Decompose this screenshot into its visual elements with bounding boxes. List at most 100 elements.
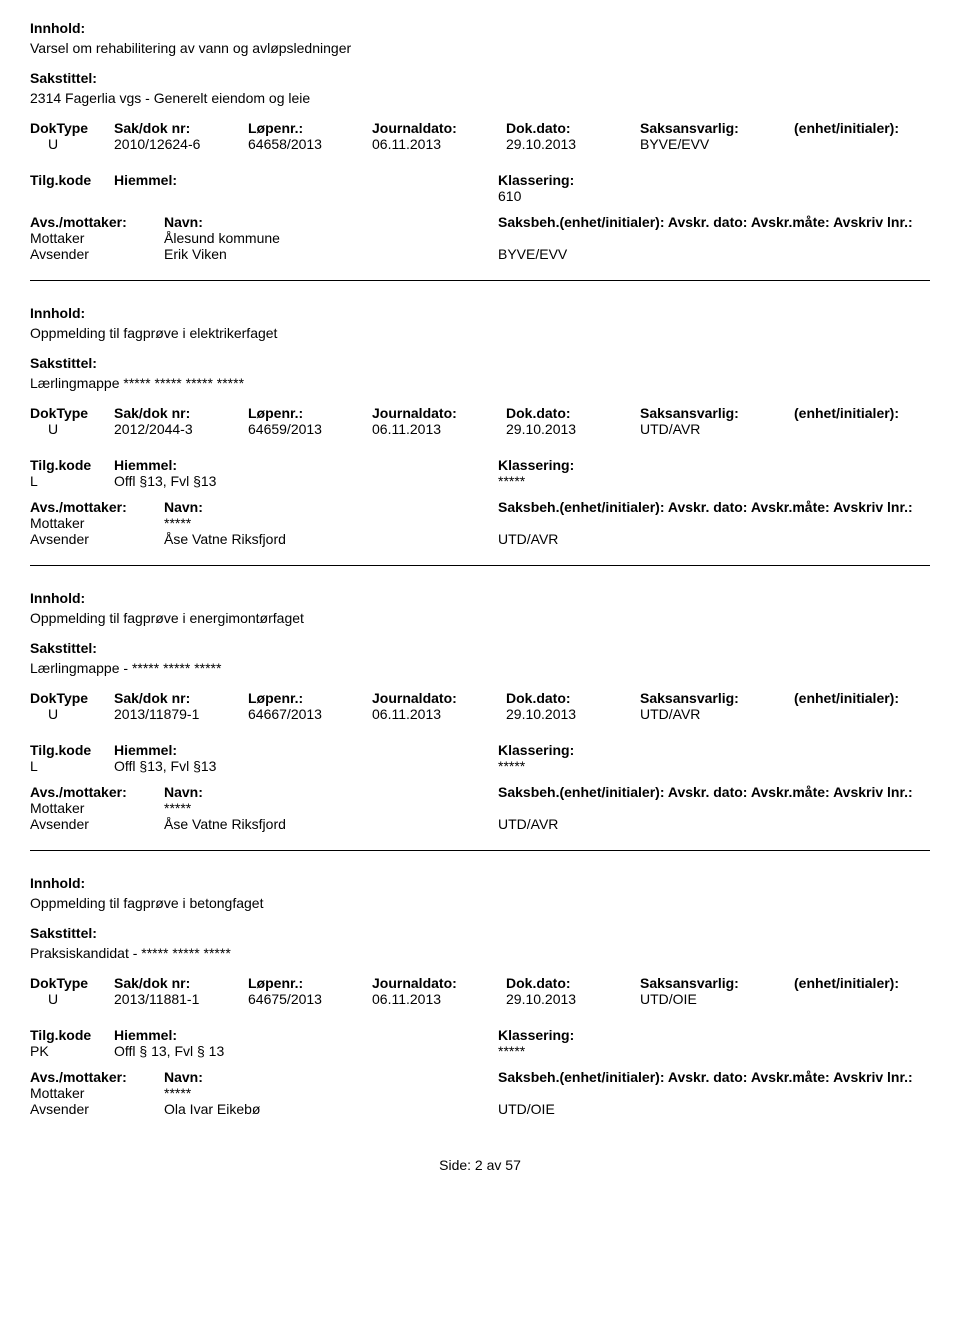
avsender-row: Avsender Åse Vatne Riksfjord UTD/AVR [30,816,930,832]
val-sakdoknr: 2013/11881-1 [114,991,244,1007]
val-dokdato: 29.10.2013 [506,136,636,152]
tilg-values: L Offl §13, Fvl §13 ***** [30,758,930,774]
innhold-value: Varsel om rehabilitering av vann og avlø… [30,40,930,56]
hdr-dokdato: Dok.dato: [506,405,636,421]
sakstittel-value: Lærlingmappe ***** ***** ***** ***** [30,375,930,391]
mottaker-row: Mottaker ***** [30,515,930,531]
val-saksansvarlig: UTD/OIE [640,991,790,1007]
hdr-avsmottaker: Avs./mottaker: [30,214,160,230]
val-doktype: U [30,991,110,1007]
avsender-row: Avsender Erik Viken BYVE/EVV [30,246,930,262]
tilg-values: L Offl §13, Fvl §13 ***** [30,473,930,489]
role-avsender: Avsender [30,1101,160,1117]
hdr-saksbeh: Saksbeh.(enhet/initialer): Avskr. dato: … [498,499,918,515]
records-list: Innhold: Varsel om rehabilitering av van… [30,20,930,1117]
avsender-navn: Åse Vatne Riksfjord [164,531,494,547]
column-headers: DokType Sak/dok nr: Løpenr.: Journaldato… [30,690,930,706]
val-tilgkode: L [30,473,110,489]
tilg-values: 610 [30,188,930,204]
val-doktype: U [30,421,110,437]
hdr-saksbeh: Saksbeh.(enhet/initialer): Avskr. dato: … [498,214,918,230]
hdr-sakdoknr: Sak/dok nr: [114,405,244,421]
val-sakdoknr: 2013/11879-1 [114,706,244,722]
val-lopenr: 64659/2013 [248,421,368,437]
mottaker-navn: ***** [164,1085,494,1101]
value-row: U 2013/11881-1 64675/2013 06.11.2013 29.… [30,991,930,1007]
page-footer: Side: 2 av 57 [30,1157,930,1173]
hdr-tilgkode: Tilg.kode [30,172,110,188]
val-hjemmel: Offl § 13, Fvl § 13 [114,1043,494,1059]
innhold-label: Innhold: [30,305,930,321]
val-sakdoknr: 2010/12624-6 [114,136,244,152]
val-journaldato: 06.11.2013 [372,706,502,722]
hdr-navn: Navn: [164,214,494,230]
hdr-lopenr: Løpenr.: [248,975,368,991]
val-dokdato: 29.10.2013 [506,706,636,722]
hdr-navn: Navn: [164,499,494,515]
val-dokdato: 29.10.2013 [506,421,636,437]
val-klassering: ***** [498,473,698,489]
mottaker-navn: ***** [164,800,494,816]
hdr-saksansvarlig: Saksansvarlig: [640,405,790,421]
innhold-label: Innhold: [30,20,930,36]
hdr-enhet: (enhet/initialer): [794,405,934,421]
hdr-doktype: DokType [30,690,110,706]
column-headers: DokType Sak/dok nr: Løpenr.: Journaldato… [30,975,930,991]
val-journaldato: 06.11.2013 [372,991,502,1007]
avs-header: Avs./mottaker: Navn: Saksbeh.(enhet/init… [30,499,930,515]
hdr-doktype: DokType [30,120,110,136]
hdr-navn: Navn: [164,1069,494,1085]
avsender-navn: Åse Vatne Riksfjord [164,816,494,832]
sakstittel-value: Lærlingmappe - ***** ***** ***** [30,660,930,676]
value-row: U 2013/11879-1 64667/2013 06.11.2013 29.… [30,706,930,722]
value-row: U 2010/12624-6 64658/2013 06.11.2013 29.… [30,136,930,152]
mottaker-row: Mottaker ***** [30,800,930,816]
val-saksansvarlig: UTD/AVR [640,421,790,437]
avsender-enhet: BYVE/EVV [498,246,918,262]
hdr-navn: Navn: [164,784,494,800]
hdr-dokdato: Dok.dato: [506,120,636,136]
val-saksansvarlig: UTD/AVR [640,706,790,722]
val-hjemmel: Offl §13, Fvl §13 [114,758,494,774]
hdr-avsmottaker: Avs./mottaker: [30,784,160,800]
val-hjemmel: Offl §13, Fvl §13 [114,473,494,489]
avsender-navn: Erik Viken [164,246,494,262]
hdr-dokdato: Dok.dato: [506,690,636,706]
hdr-doktype: DokType [30,975,110,991]
val-tilgkode [30,188,110,204]
hdr-saksansvarlig: Saksansvarlig: [640,975,790,991]
value-row: U 2012/2044-3 64659/2013 06.11.2013 29.1… [30,421,930,437]
mottaker-row: Mottaker ***** [30,1085,930,1101]
hdr-doktype: DokType [30,405,110,421]
hdr-avsmottaker: Avs./mottaker: [30,499,160,515]
hdr-hjemmel: Hiemmel: [114,172,494,188]
hdr-hjemmel: Hiemmel: [114,1027,494,1043]
avsender-enhet: UTD/OIE [498,1101,918,1117]
innhold-label: Innhold: [30,875,930,891]
val-doktype: U [30,136,110,152]
hdr-journaldato: Journaldato: [372,690,502,706]
hdr-sakdoknr: Sak/dok nr: [114,690,244,706]
tilg-header: Tilg.kode Hiemmel: Klassering: [30,457,930,473]
hdr-hjemmel: Hiemmel: [114,742,494,758]
val-dokdato: 29.10.2013 [506,991,636,1007]
mottaker-navn: ***** [164,515,494,531]
hdr-saksbeh: Saksbeh.(enhet/initialer): Avskr. dato: … [498,784,918,800]
val-journaldato: 06.11.2013 [372,421,502,437]
hdr-klassering: Klassering: [498,1027,698,1043]
sakstittel-value: 2314 Fagerlia vgs - Generelt eiendom og … [30,90,930,106]
avsender-enhet: UTD/AVR [498,816,918,832]
val-sakdoknr: 2012/2044-3 [114,421,244,437]
mottaker-row: Mottaker Ålesund kommune [30,230,930,246]
val-lopenr: 64667/2013 [248,706,368,722]
val-tilgkode: L [30,758,110,774]
val-klassering: ***** [498,758,698,774]
avsender-row: Avsender Åse Vatne Riksfjord UTD/AVR [30,531,930,547]
avs-header: Avs./mottaker: Navn: Saksbeh.(enhet/init… [30,784,930,800]
role-mottaker: Mottaker [30,230,160,246]
innhold-value: Oppmelding til fagprøve i elektrikerfage… [30,325,930,341]
role-mottaker: Mottaker [30,515,160,531]
journal-record: Innhold: Oppmelding til fagprøve i energ… [30,565,930,832]
column-headers: DokType Sak/dok nr: Løpenr.: Journaldato… [30,120,930,136]
val-klassering: 610 [498,188,698,204]
